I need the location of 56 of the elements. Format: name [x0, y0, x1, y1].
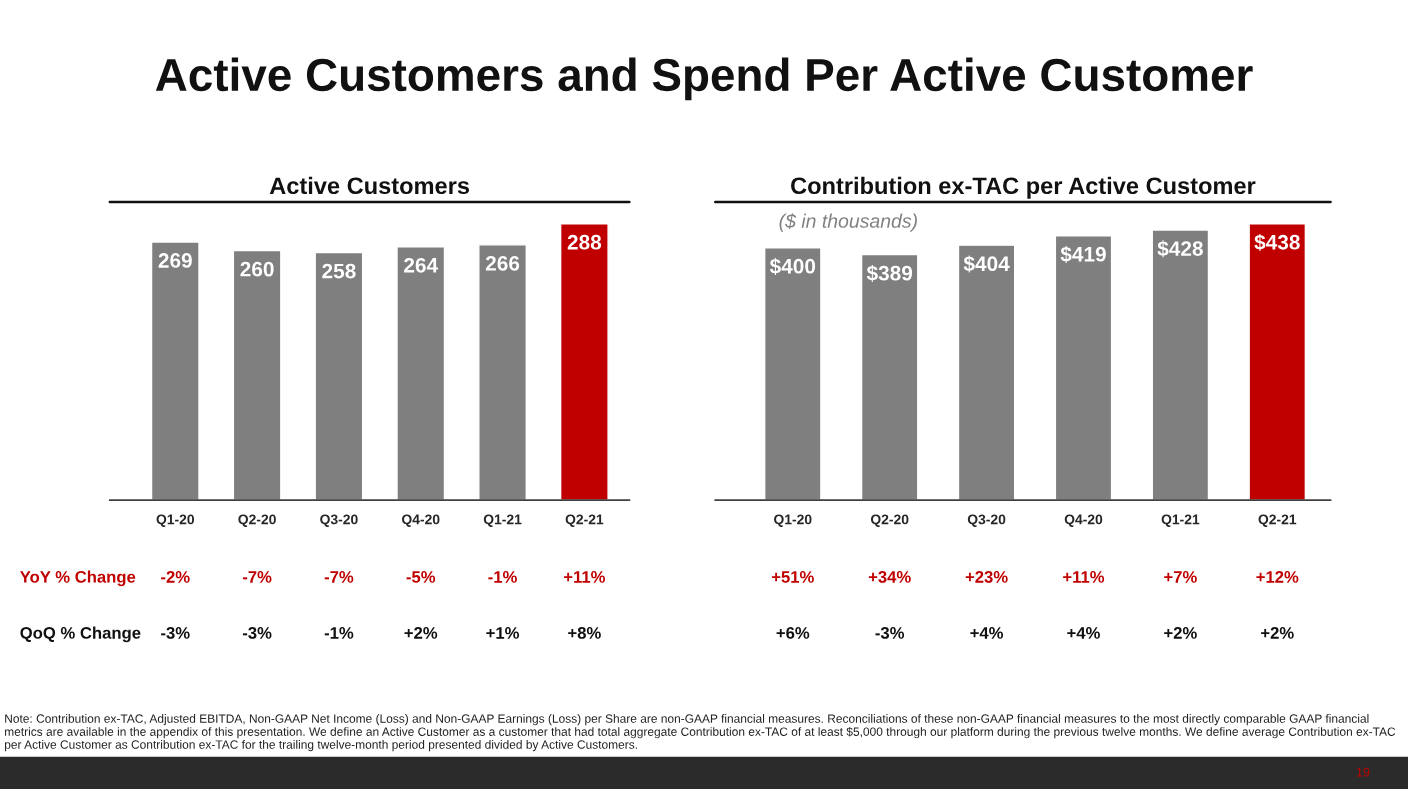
data-label: 264 [404, 257, 439, 273]
x-tick-label: Q1-20 [774, 514, 812, 527]
chart-subtitle: ($ in thousands) [779, 213, 917, 232]
text: YoY % Change [20, 570, 136, 587]
text: +2% [1164, 627, 1197, 639]
text: -2% [161, 571, 190, 583]
text: -7% [242, 571, 272, 583]
text: -5% [406, 571, 436, 583]
text: +11% [1063, 571, 1105, 583]
text: +51% [771, 571, 814, 583]
x-tick-label: Q4-20 [402, 514, 440, 527]
x-tick-label: Q1-21 [483, 514, 522, 527]
x-tick-label: Q1-21 [1161, 514, 1200, 527]
text: +1% [486, 627, 520, 639]
data-label: 266 [485, 255, 520, 271]
x-tick-label: Q3-20 [967, 514, 1006, 527]
x-tick-label: Q4-20 [1064, 514, 1103, 527]
x-tick-label: Q1-20 [156, 514, 195, 527]
data-label: $404 [963, 255, 1010, 273]
data-label: 288 [567, 234, 602, 250]
data-label: $428 [1157, 240, 1203, 258]
text: -3% [242, 627, 272, 639]
text: -3% [875, 627, 905, 639]
text: -3% [161, 627, 190, 639]
text: -1% [324, 627, 354, 639]
data-label: $389 [866, 264, 913, 282]
data-label: $400 [769, 257, 816, 275]
text: +23% [965, 571, 1008, 583]
text: Active Customers and Spend Per Active Customer [155, 57, 1253, 101]
text: +7% [1164, 571, 1197, 583]
chart-title: Active Customers [269, 176, 470, 195]
x-tick-label: Q3-20 [320, 514, 358, 527]
text: +11% [563, 571, 606, 583]
text: QoQ % Change [20, 626, 141, 643]
data-label: $419 [1060, 245, 1106, 263]
text: 19 [1356, 767, 1370, 777]
x-tick-label: Q2-20 [238, 514, 276, 527]
text: +4% [1067, 627, 1100, 639]
data-label: 258 [322, 263, 356, 279]
text: +8% [568, 627, 601, 639]
chart-title: Contribution ex-TAC per Active Customer [791, 176, 1256, 199]
text: +2% [1261, 627, 1294, 639]
data-label: $438 [1254, 233, 1300, 251]
text: +4% [970, 627, 1004, 639]
text: Note: Contribution ex-TAC, Adjusted EBITDA, Non-GAAP Net Income (Loss) and Non-GAAP Earnings (Loss) per Share are non-GAAP financial measures. Reconciliations of these non-GAAP financial measures to the most directly comparable GAAP financial metrics are available in the appendix of this presentation. We define an Active Customer as a customer that had total aggregate Contribution ex-TAC of at least $5,000 through our platform during the previous twelve months. We define average Contribution ex-TAC per Active Customer as Contribution ex-TAC for the trailing twelve-month period presented divided by Active Customers. [4, 714, 1396, 752]
x-tick-label: Q2-21 [565, 514, 604, 527]
text: +2% [404, 627, 438, 639]
data-label: 260 [240, 261, 274, 277]
data-label: 269 [158, 253, 192, 268]
text: +34% [868, 571, 911, 583]
text: +12% [1256, 571, 1299, 583]
x-tick-label: Q2-21 [1258, 514, 1297, 527]
text: +6% [776, 627, 810, 639]
text: -1% [488, 571, 517, 583]
text: -7% [324, 571, 354, 583]
x-tick-label: Q2-20 [870, 514, 909, 527]
